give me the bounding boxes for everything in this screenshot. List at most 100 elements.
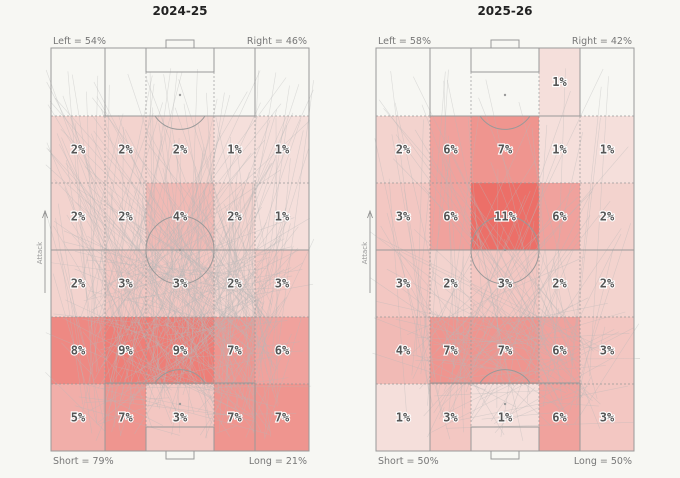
cell-value: 3% (443, 411, 458, 425)
cell-value: 2% (552, 277, 567, 291)
panel-title: 2024-25 (152, 4, 207, 18)
heat-cell (214, 116, 255, 183)
heat-cell (105, 183, 146, 250)
cell-value: 9% (173, 344, 188, 358)
label-left-share: Left = 58% (378, 36, 431, 47)
cell-value: 3% (600, 411, 615, 425)
heat-cell (539, 116, 580, 183)
heat-cell (146, 116, 214, 183)
heat-cell (376, 384, 430, 451)
heat-cell (539, 48, 580, 116)
heat-cell (51, 116, 105, 183)
heat-cell (539, 317, 580, 384)
label-short-share: Short = 50% (378, 456, 439, 467)
cell-value: 6% (552, 411, 567, 425)
heat-cell (255, 317, 309, 384)
heat-cell (430, 183, 471, 250)
cell-value: 3% (396, 210, 411, 224)
heat-cell (146, 317, 214, 384)
heat-cell (51, 384, 105, 451)
attack-arrowhead (367, 209, 373, 219)
cell-value: 7% (498, 344, 513, 358)
heat-cell (376, 116, 430, 183)
heat-cell (146, 384, 214, 451)
heat-cell (430, 116, 471, 183)
heat-cell (471, 317, 539, 384)
cell-value: 11% (494, 210, 516, 224)
cell-value: 2% (227, 277, 242, 291)
cell-value: 3% (118, 277, 133, 291)
heat-cell (580, 116, 634, 183)
cell-value: 2% (71, 143, 86, 157)
pitch-panel-2: 2025-26 Left = 58% Right = 42% Short = 50% L… (361, 4, 641, 467)
label-short-share: Short = 79% (53, 456, 114, 467)
cell-value: 2% (71, 210, 86, 224)
heat-cell (105, 384, 146, 451)
cell-value: 3% (173, 277, 188, 291)
heat-cell (430, 384, 471, 451)
cell-value: 3% (498, 277, 513, 291)
cell-value: 1% (396, 411, 411, 425)
cell-value: 7% (275, 411, 290, 425)
penalty-spot (178, 93, 182, 97)
cell-value: 5% (71, 411, 86, 425)
heat-cell (471, 384, 539, 451)
cell-value: 7% (227, 344, 242, 358)
cell-value: 7% (227, 411, 242, 425)
heat-cell (580, 250, 634, 317)
attack-arrowhead (42, 209, 48, 219)
cell-value: 1% (227, 143, 242, 157)
heat-cell (430, 317, 471, 384)
heat-cell (51, 183, 105, 250)
heat-cell (105, 250, 146, 317)
centre-spot (178, 248, 182, 252)
heat-cell (214, 183, 255, 250)
cell-value: 8% (71, 344, 86, 358)
cell-value: 9% (118, 344, 133, 358)
heat-cell (580, 317, 634, 384)
heat-cell (255, 250, 309, 317)
pitch-panel-1: 2024-25 Left = 54% Right = 46% Short = 79% L… (36, 4, 315, 467)
heat-cell (539, 183, 580, 250)
cell-value: 6% (552, 210, 567, 224)
heat-cell (471, 116, 539, 183)
heat-cell (51, 250, 105, 317)
cell-value: 2% (600, 277, 615, 291)
cell-value: 4% (173, 210, 188, 224)
cell-value: 3% (396, 277, 411, 291)
centre-spot (503, 248, 507, 252)
cell-value: 2% (396, 143, 411, 157)
heat-cell (105, 116, 146, 183)
cell-value: 6% (275, 344, 290, 358)
attack-label: Attack (361, 241, 369, 264)
cell-value: 1% (498, 411, 513, 425)
heat-cell (376, 183, 430, 250)
cell-value: 1% (552, 143, 567, 157)
cell-value: 1% (275, 143, 290, 157)
heat-cell (255, 183, 309, 250)
cell-value: 1% (600, 143, 615, 157)
label-right-share: Right = 46% (247, 36, 307, 47)
penalty-spot (503, 93, 507, 97)
heat-cell (539, 384, 580, 451)
cell-value: 2% (118, 210, 133, 224)
label-long-share: Long = 50% (574, 456, 632, 467)
pitch-markings (375, 39, 635, 460)
cell-value: 2% (118, 143, 133, 157)
heat-cell (214, 384, 255, 451)
cell-value: 7% (443, 344, 458, 358)
heat-cell (255, 384, 309, 451)
heat-cell (214, 317, 255, 384)
cell-value: 3% (600, 344, 615, 358)
cell-value: 2% (173, 143, 188, 157)
penalty-spot (503, 402, 507, 406)
heat-cell (105, 317, 146, 384)
heat-cell (539, 250, 580, 317)
penalty-spot (178, 402, 182, 406)
cell-value: 2% (600, 210, 615, 224)
attack-label: Attack (36, 241, 44, 264)
heat-cell (580, 384, 634, 451)
pass-lines (369, 68, 641, 441)
